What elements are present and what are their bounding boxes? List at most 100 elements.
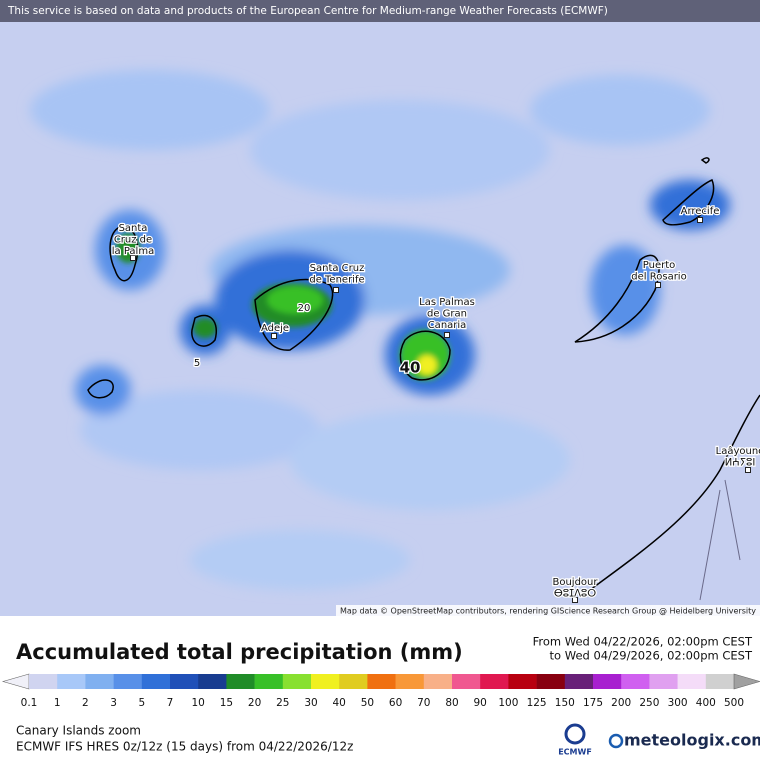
level-label: 60 — [389, 697, 402, 709]
color-box — [170, 674, 199, 689]
color-box — [423, 674, 453, 689]
contour-label: 5 — [194, 358, 200, 369]
place-marker — [655, 282, 661, 288]
color-box — [621, 674, 650, 689]
header-bar — [0, 0, 760, 22]
color-box — [254, 674, 284, 689]
place-label: Arrecife — [681, 206, 720, 217]
color-box — [593, 674, 622, 689]
coastlines — [87, 157, 760, 591]
below-arrow — [1, 673, 30, 690]
level-label: 100 — [498, 697, 518, 709]
place-label: Las Palmas — [419, 297, 475, 308]
color-box — [29, 674, 58, 689]
level-label: 125 — [527, 697, 547, 709]
place-marker — [572, 597, 578, 603]
contour-label: 20 — [298, 303, 311, 314]
color-box — [113, 674, 143, 689]
brand-icon — [608, 733, 624, 749]
place-marker — [130, 255, 136, 261]
precip-core — [116, 233, 450, 380]
place-label: de Tenerife — [309, 275, 364, 286]
level-label: 25 — [276, 697, 289, 709]
attribution: Map data © OpenStreetMap contributors, r… — [340, 607, 756, 616]
level-label: 250 — [639, 697, 659, 709]
color-box — [282, 674, 312, 689]
model-info: ECMWF IFS HRES 0z/12z (15 days) from 04/… — [16, 740, 353, 754]
color-box — [57, 674, 86, 689]
above-arrow — [733, 673, 760, 690]
brand: meteologix.com — [624, 731, 760, 750]
place-label: de Gran — [427, 309, 467, 320]
level-label: 50 — [361, 697, 374, 709]
color-box — [649, 674, 678, 689]
place-label: ⴱⵓⵊⴷⵓⵔ — [554, 589, 596, 600]
place-label: Puerto — [643, 260, 676, 271]
color-box — [339, 674, 368, 689]
place-marker — [444, 332, 450, 338]
attribution-bg — [336, 605, 760, 616]
color-box — [705, 674, 735, 689]
period-from: From Wed 04/22/2026, 02:00pm CEST — [533, 635, 753, 649]
level-label: 30 — [304, 697, 317, 709]
color-box — [395, 674, 425, 689]
level-label: 300 — [668, 697, 688, 709]
header-notice: This service is based on data and produc… — [7, 5, 608, 17]
level-label: 500 — [724, 697, 744, 709]
level-label: 10 — [192, 697, 205, 709]
color-box — [480, 674, 509, 689]
period-to: to Wed 04/29/2026, 02:00pm CEST — [550, 649, 753, 663]
level-label: 2 — [82, 697, 89, 709]
place-label: del Rosario — [631, 272, 686, 283]
place-label: ⵍⵄⵢⵓⵏ — [725, 458, 756, 469]
level-label: 90 — [474, 697, 487, 709]
level-label: 5 — [138, 697, 145, 709]
color-box — [508, 674, 537, 689]
level-label: 15 — [220, 697, 233, 709]
level-label: 175 — [583, 697, 603, 709]
place-label: Adeje — [261, 323, 289, 334]
level-label: 1 — [54, 697, 61, 709]
color-box — [85, 674, 114, 689]
place-label: Santa Cruz — [310, 263, 365, 274]
color-box — [677, 674, 707, 689]
place-label: Canaria — [428, 320, 467, 331]
level-label: 20 — [248, 697, 261, 709]
color-box — [226, 674, 255, 689]
place-label: Cruz de — [114, 235, 152, 246]
level-label: 40 — [333, 697, 346, 709]
level-label: 200 — [611, 697, 631, 709]
place-marker — [745, 467, 751, 473]
border — [699, 479, 741, 601]
ecmwf-icon — [564, 723, 586, 745]
contour-label: 40 — [400, 359, 421, 377]
place-label: la Palma — [112, 246, 154, 257]
color-box — [452, 674, 481, 689]
legend-title: Accumulated total precipitation (mm) — [16, 640, 463, 664]
region: Canary Islands zoom — [16, 724, 141, 738]
place-label: Boujdour — [552, 577, 598, 588]
color-box — [536, 674, 566, 689]
level-label: 80 — [445, 697, 458, 709]
color-box — [198, 674, 227, 689]
level-label: 400 — [696, 697, 716, 709]
level-label: 70 — [417, 697, 430, 709]
level-label: 7 — [167, 697, 174, 709]
map: This service is based on data and produc… — [0, 0, 760, 616]
place-label: Laâyoune — [716, 445, 760, 457]
place-marker — [697, 217, 703, 223]
color-box — [311, 674, 340, 689]
level-label: 3 — [110, 697, 117, 709]
legend: Accumulated total precipitation (mm) Fro… — [1, 635, 760, 757]
color-box — [141, 674, 171, 689]
level-label: 0.1 — [21, 697, 38, 709]
place-label: Santa — [119, 223, 148, 234]
place-marker — [271, 333, 277, 339]
color-box — [367, 674, 396, 689]
ecmwf-logo: ECMWF — [558, 748, 592, 757]
precip-field — [30, 70, 730, 590]
place-marker — [333, 287, 339, 293]
level-label: 150 — [555, 697, 575, 709]
color-box — [564, 674, 594, 689]
